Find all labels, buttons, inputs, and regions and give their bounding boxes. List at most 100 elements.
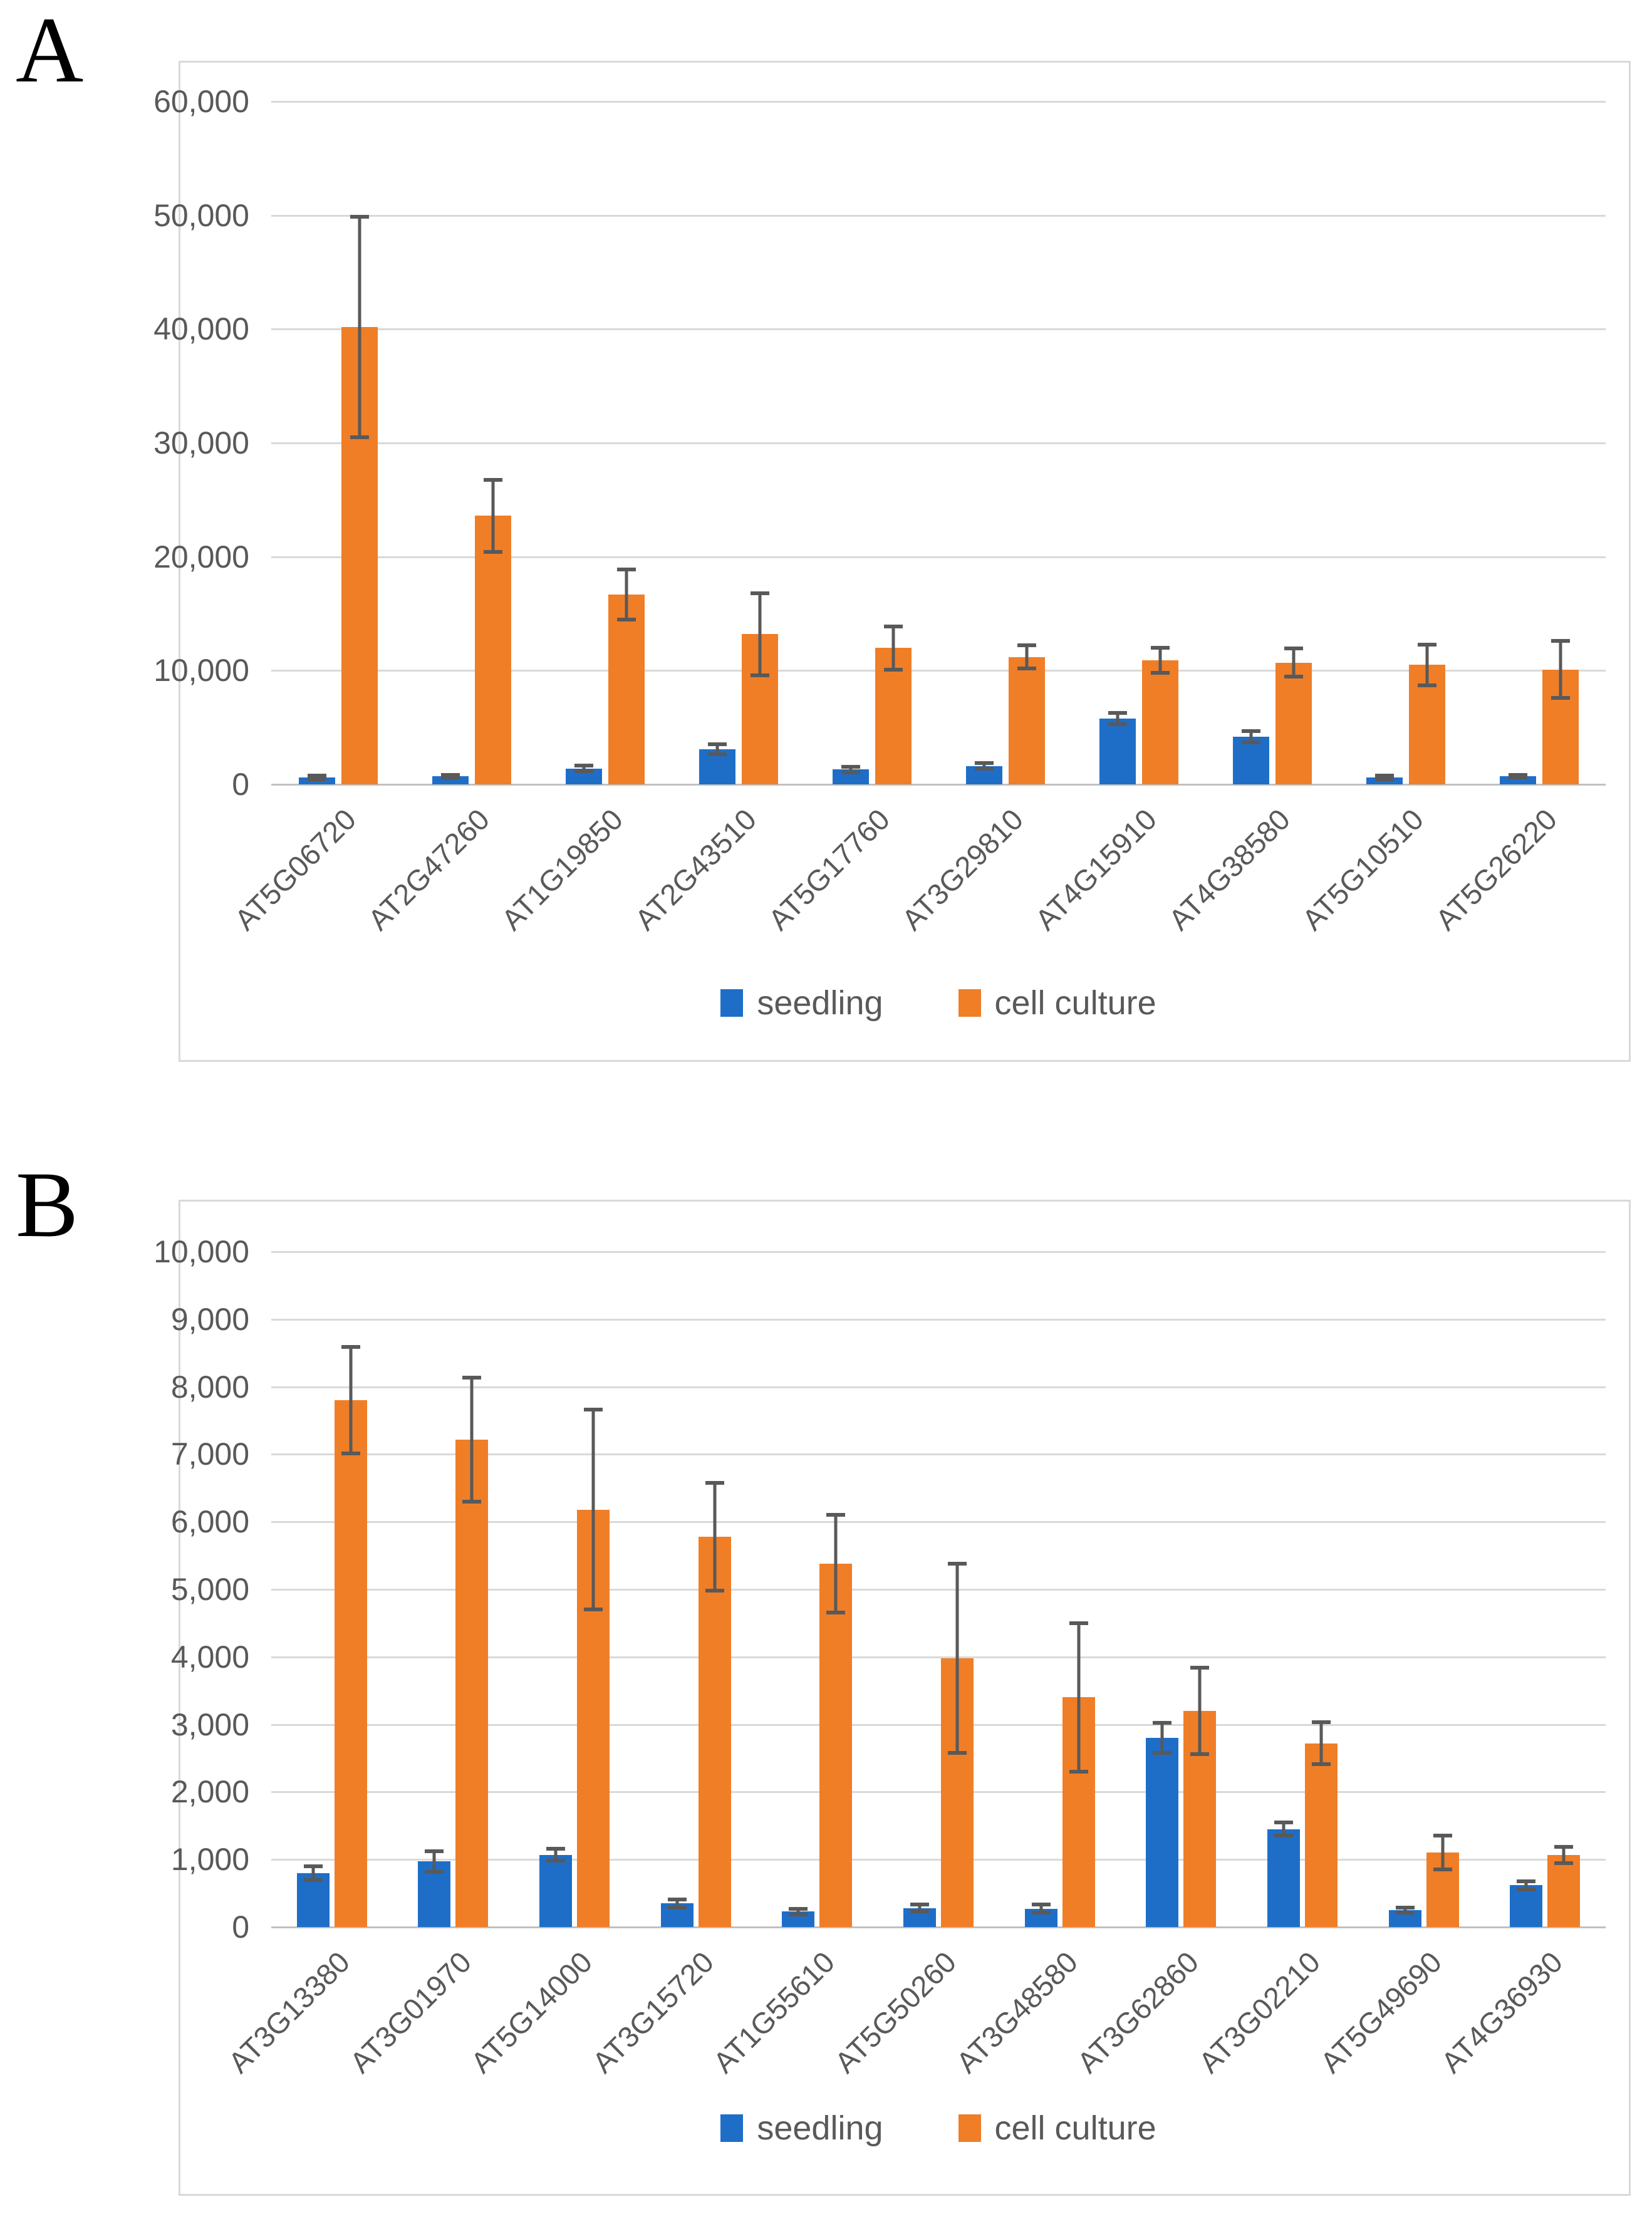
- category-label: AT5G49690: [1313, 1945, 1448, 2079]
- error-bar-line: [1158, 648, 1161, 673]
- error-bar-line: [1562, 1846, 1566, 1863]
- cell-culture-bar-column: [819, 1252, 853, 1927]
- error-bar: [1426, 1834, 1459, 1872]
- error-bar-bottom-cap: [1311, 1762, 1331, 1767]
- error-bar-top-cap: [440, 772, 460, 777]
- gridline: [271, 328, 1606, 331]
- legend-label-cell-culture: cell culture: [994, 984, 1156, 1022]
- cell-culture-bar-column: [455, 1252, 489, 1927]
- error-bar-line: [849, 766, 852, 772]
- error-bar-line: [1249, 730, 1252, 742]
- error-bar-line: [1039, 1904, 1043, 1913]
- panel-a-letter: A: [16, 0, 84, 102]
- error-bar-top-cap: [1274, 1820, 1293, 1824]
- category-label: AT2G47260: [361, 802, 496, 937]
- error-bar-top-cap: [1150, 646, 1170, 650]
- seedling-bar-column: [1024, 1252, 1057, 1927]
- error-bar-bottom-cap: [883, 667, 903, 672]
- error-bar-bottom-cap: [826, 1610, 846, 1614]
- cell-culture-bar: [474, 516, 511, 784]
- error-bar-bottom-cap: [789, 1912, 808, 1916]
- seedling-bar-column: [782, 1252, 815, 1927]
- error-bar-top-cap: [1508, 773, 1527, 777]
- error-bar-bottom-cap: [350, 435, 369, 439]
- seedling-bar-column: [1510, 1252, 1543, 1927]
- seedling-bar-column: [1099, 101, 1136, 784]
- y-tick-label: 6,000: [170, 1504, 249, 1540]
- error-bar: [1305, 1720, 1338, 1767]
- seedling-bar-column: [1366, 101, 1403, 784]
- error-bar-top-cap: [1017, 643, 1036, 648]
- cell-culture-bar-column: [1547, 1252, 1581, 1927]
- y-tick-label: 3,000: [170, 1707, 249, 1742]
- bar-group: [565, 101, 645, 784]
- error-bar-line: [1198, 1668, 1202, 1755]
- cell-culture-bar-column: [474, 101, 511, 784]
- error-bar-top-cap: [341, 1345, 360, 1349]
- error-bar: [1389, 1905, 1421, 1915]
- seedling-bar-column: [539, 1252, 573, 1927]
- error-bar-bottom-cap: [1374, 777, 1394, 781]
- error-bar: [475, 478, 511, 554]
- error-bar: [1062, 1621, 1095, 1774]
- y-tick-label: 10,000: [153, 653, 249, 689]
- error-bar: [1366, 774, 1403, 781]
- legend-swatch-cell-culture: [958, 989, 981, 1017]
- error-bar-line: [713, 1482, 717, 1591]
- error-bar-bottom-cap: [910, 1910, 929, 1914]
- error-bar-top-cap: [1417, 642, 1436, 647]
- error-bar-top-cap: [1108, 710, 1127, 715]
- error-bar-top-cap: [616, 567, 636, 571]
- seedling-bar-column: [432, 101, 469, 784]
- error-bar: [742, 591, 778, 677]
- error-bar-top-cap: [425, 1849, 444, 1854]
- gridline: [271, 1589, 1606, 1591]
- gridline: [271, 101, 1606, 103]
- error-bar-bottom-cap: [1433, 1868, 1452, 1872]
- category-label: AT3G62860: [1071, 1945, 1205, 2079]
- error-bar: [1267, 1820, 1300, 1838]
- error-bar: [1233, 729, 1269, 744]
- y-tick-label: 0: [232, 1910, 249, 1945]
- seedling-bar-column: [699, 101, 735, 784]
- gridline: [271, 1453, 1606, 1456]
- bar-group: [298, 101, 378, 784]
- y-tick-label: 40,000: [153, 311, 249, 347]
- y-tick-label: 50,000: [153, 197, 249, 233]
- error-bar-bottom-cap: [483, 549, 502, 554]
- error-bar-bottom-cap: [546, 1859, 566, 1863]
- gridline: [271, 1723, 1606, 1726]
- error-bar: [1542, 639, 1579, 700]
- y-tick-label: 30,000: [153, 425, 249, 460]
- error-bar-line: [796, 1908, 800, 1915]
- gridline: [271, 1521, 1606, 1524]
- error-bar-line: [675, 1899, 679, 1908]
- error-bar-line: [955, 1564, 959, 1753]
- error-bar: [418, 1849, 450, 1874]
- x-axis-line: [271, 784, 1606, 786]
- error-bar-line: [1025, 645, 1028, 668]
- error-bar-top-cap: [1395, 1905, 1415, 1910]
- seedling-bar-column: [1499, 101, 1536, 784]
- bar-group: [1267, 1252, 1338, 1927]
- error-bar-top-cap: [883, 624, 903, 628]
- bar-group: [1232, 101, 1312, 784]
- error-bar-line: [1559, 641, 1562, 698]
- error-bar-bottom-cap: [425, 1869, 444, 1874]
- category-label: AT5G10510: [1295, 802, 1430, 937]
- category-label: AT4G38580: [1161, 802, 1296, 937]
- seedling-bar-column: [1146, 1252, 1179, 1927]
- error-bar-bottom-cap: [584, 1608, 603, 1612]
- legend-swatch-seedling: [720, 989, 744, 1017]
- cell-culture-bar-column: [334, 1252, 367, 1927]
- error-bar: [699, 742, 735, 756]
- error-bar-line: [1160, 1723, 1164, 1753]
- error-bar: [432, 772, 469, 781]
- seedling-bar-column: [1232, 101, 1269, 784]
- y-tick-label: 10,000: [153, 1234, 249, 1269]
- error-bar-line: [891, 626, 895, 670]
- error-bar-bottom-cap: [1150, 670, 1170, 675]
- error-bar-top-cap: [307, 774, 326, 778]
- error-bar-bottom-cap: [1551, 695, 1570, 700]
- error-bar-bottom-cap: [616, 617, 636, 621]
